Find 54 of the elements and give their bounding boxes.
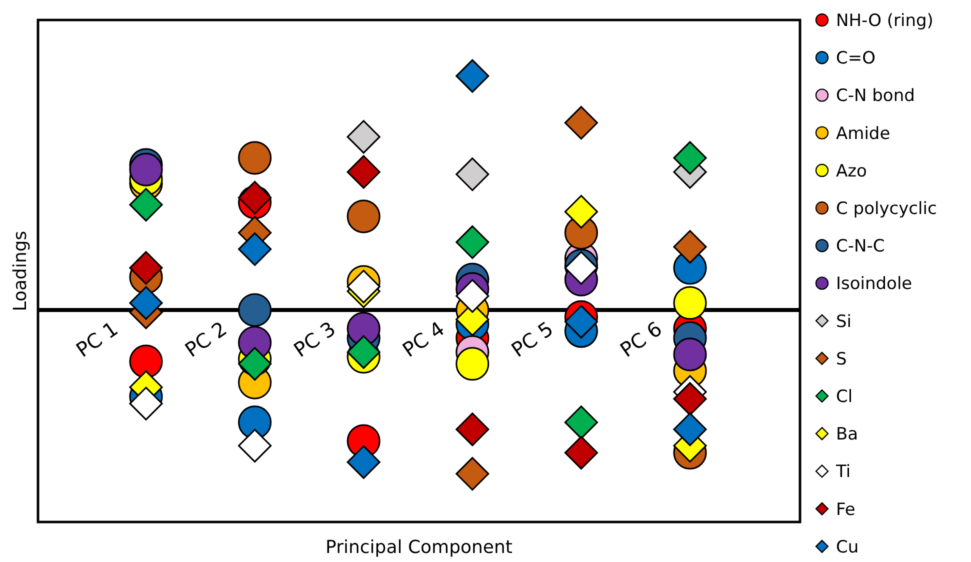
legend-label: Ti — [835, 462, 851, 482]
point — [346, 155, 380, 189]
point — [238, 141, 272, 175]
point — [346, 200, 380, 234]
point — [456, 279, 490, 313]
legend-label: Fe — [836, 500, 856, 520]
point — [673, 141, 707, 175]
point — [238, 293, 272, 327]
point — [564, 106, 598, 140]
point — [673, 412, 707, 446]
legend-label: Ba — [836, 424, 858, 445]
point — [346, 120, 380, 154]
point — [673, 230, 707, 264]
point — [456, 457, 490, 491]
legend-label: Azo — [836, 161, 867, 182]
x-tick-label: PC 6 — [616, 316, 666, 362]
legend-label: Isoindole — [836, 274, 912, 294]
x-tick-label: PC 2 — [180, 316, 232, 362]
point — [456, 59, 490, 93]
legend-label: Amide — [836, 124, 890, 144]
point — [673, 338, 707, 372]
legend-label: C-N-C — [836, 236, 885, 257]
point — [673, 286, 707, 320]
point — [129, 386, 163, 420]
legend-label: C-N bond — [836, 86, 915, 106]
x-tick-label: PC 5 — [506, 316, 558, 362]
point — [456, 347, 490, 381]
y-axis-title: Loadings — [10, 230, 31, 312]
legend-label: S — [836, 349, 847, 370]
legend-label: Si — [836, 312, 852, 332]
point — [129, 286, 163, 320]
point — [238, 180, 272, 214]
x-tick-label: PC 1 — [72, 316, 122, 362]
point — [129, 251, 163, 285]
point — [456, 225, 490, 259]
point — [564, 436, 598, 470]
legend-label: C polycyclic — [836, 199, 937, 219]
point — [564, 304, 598, 338]
point — [673, 382, 707, 416]
point — [129, 344, 163, 378]
point — [456, 412, 490, 446]
point — [346, 270, 380, 304]
x-axis-title: Principal Component — [326, 537, 512, 558]
point — [346, 445, 380, 479]
legend-label: C=O — [836, 48, 876, 69]
point — [238, 232, 272, 266]
legend-label: NH-O (ring) — [836, 11, 934, 31]
x-tick-label: PC 3 — [289, 316, 340, 362]
x-tick-label: PC 4 — [398, 316, 449, 362]
legend-label: Cl — [836, 387, 853, 407]
point — [564, 194, 598, 229]
point — [564, 406, 598, 440]
point — [456, 157, 490, 192]
legend-label: Cu — [836, 537, 859, 558]
